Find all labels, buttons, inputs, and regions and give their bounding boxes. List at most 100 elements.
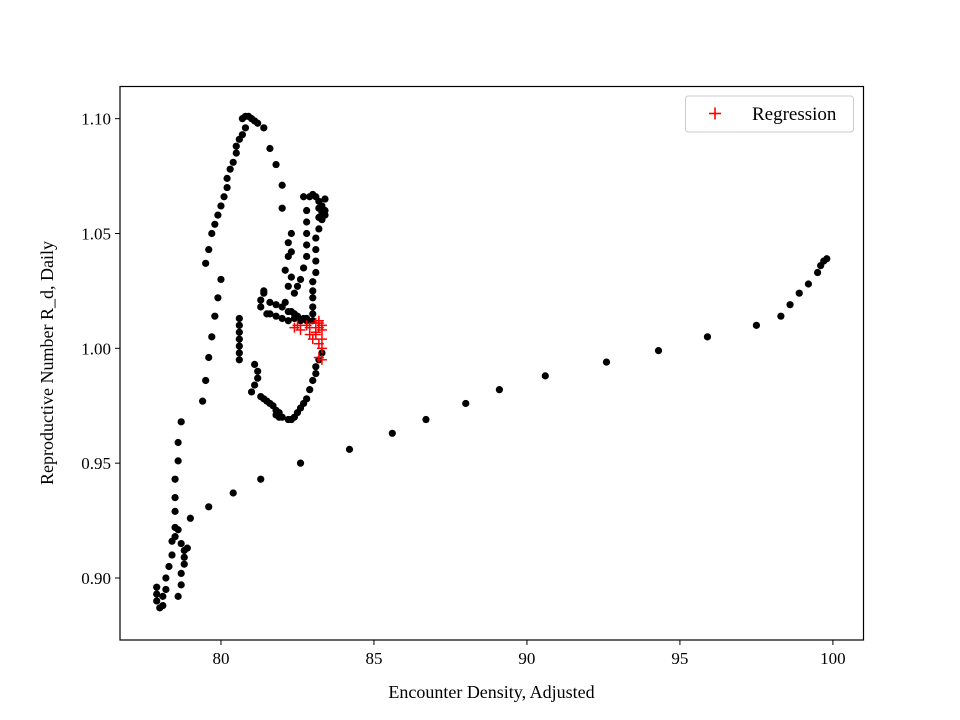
data-point bbox=[168, 551, 176, 559]
data-point bbox=[260, 287, 268, 295]
regression-point bbox=[313, 318, 324, 329]
data-point bbox=[312, 369, 320, 378]
data-point bbox=[309, 303, 317, 311]
data-point bbox=[159, 592, 167, 600]
data-point bbox=[208, 333, 216, 341]
data-point bbox=[306, 386, 314, 394]
legend-marker-icon bbox=[709, 107, 721, 120]
data-point bbox=[309, 287, 317, 295]
data-point bbox=[309, 310, 317, 318]
regression-point bbox=[295, 324, 306, 335]
data-point bbox=[287, 248, 295, 256]
data-point bbox=[254, 119, 262, 127]
data-point bbox=[199, 397, 207, 405]
data-point bbox=[238, 131, 246, 139]
data-point bbox=[177, 569, 185, 577]
data-point bbox=[235, 328, 243, 336]
data-point bbox=[211, 312, 219, 320]
data-point bbox=[281, 266, 289, 274]
data-point bbox=[287, 229, 295, 238]
data-point bbox=[235, 321, 243, 329]
data-point bbox=[251, 360, 259, 368]
regression-point bbox=[316, 354, 327, 365]
data-point bbox=[299, 264, 308, 272]
data-point bbox=[235, 356, 243, 364]
data-point bbox=[541, 372, 549, 380]
data-point bbox=[251, 381, 259, 389]
legend: Regression bbox=[685, 95, 854, 133]
axis-ticks: 80 85 90 95 100 0.90 0.95 1.00 1.05 1.10 bbox=[81, 110, 845, 668]
data-point bbox=[602, 358, 611, 366]
data-point bbox=[303, 229, 311, 238]
data-point bbox=[162, 574, 170, 582]
data-point bbox=[247, 388, 256, 396]
data-point bbox=[284, 282, 292, 290]
data-point bbox=[202, 376, 210, 385]
data-point bbox=[186, 514, 194, 522]
data-point bbox=[278, 181, 286, 189]
data-point bbox=[293, 312, 302, 320]
data-point bbox=[260, 124, 268, 132]
data-point bbox=[309, 278, 317, 286]
data-point bbox=[272, 160, 280, 169]
data-point bbox=[303, 218, 311, 226]
data-point bbox=[220, 193, 228, 201]
data-point bbox=[278, 413, 286, 421]
data-point bbox=[174, 457, 182, 465]
data-point bbox=[462, 399, 470, 408]
x-tick-label: 95 bbox=[671, 649, 688, 668]
x-tick-label: 85 bbox=[365, 649, 382, 668]
data-point bbox=[217, 275, 225, 284]
data-point bbox=[266, 144, 274, 153]
data-point bbox=[235, 335, 243, 343]
data-point bbox=[232, 142, 240, 150]
plot-area bbox=[120, 86, 864, 640]
data-point bbox=[214, 211, 222, 219]
data-point bbox=[257, 303, 265, 311]
data-point bbox=[703, 333, 712, 341]
regression-point bbox=[310, 329, 321, 340]
data-point bbox=[235, 342, 243, 350]
data-point bbox=[309, 376, 317, 385]
data-layer bbox=[153, 112, 831, 612]
data-point bbox=[214, 294, 222, 302]
data-point bbox=[422, 415, 430, 424]
data-point bbox=[177, 418, 185, 426]
regression-point bbox=[316, 334, 327, 345]
data-point bbox=[284, 239, 292, 247]
data-point bbox=[303, 395, 311, 403]
data-point bbox=[299, 193, 308, 201]
regression-point bbox=[304, 322, 315, 333]
data-point bbox=[388, 429, 396, 437]
data-point bbox=[159, 601, 167, 610]
data-point bbox=[303, 241, 311, 249]
data-point bbox=[223, 183, 231, 192]
data-point bbox=[223, 174, 231, 182]
data-point bbox=[254, 367, 262, 375]
data-point bbox=[226, 165, 234, 173]
data-point bbox=[241, 124, 250, 132]
data-point bbox=[257, 475, 265, 483]
data-point bbox=[211, 220, 219, 228]
data-point bbox=[303, 314, 311, 323]
data-point bbox=[321, 195, 329, 203]
data-point bbox=[165, 562, 173, 571]
y-tick-label: 1.00 bbox=[81, 339, 111, 358]
data-point bbox=[309, 294, 317, 302]
x-axis-label: Encounter Density, Adjusted bbox=[388, 682, 594, 702]
data-point bbox=[312, 234, 320, 242]
data-point bbox=[183, 544, 191, 552]
data-point bbox=[303, 206, 311, 215]
data-point bbox=[177, 539, 185, 548]
data-point bbox=[205, 353, 213, 362]
data-point bbox=[321, 211, 329, 219]
data-point bbox=[315, 204, 323, 212]
y-tick-label: 1.05 bbox=[81, 224, 111, 243]
data-point bbox=[296, 275, 305, 284]
data-point bbox=[312, 257, 320, 265]
data-point bbox=[171, 533, 179, 541]
data-point bbox=[177, 581, 185, 589]
data-point bbox=[823, 255, 831, 263]
regression-point bbox=[316, 343, 327, 354]
